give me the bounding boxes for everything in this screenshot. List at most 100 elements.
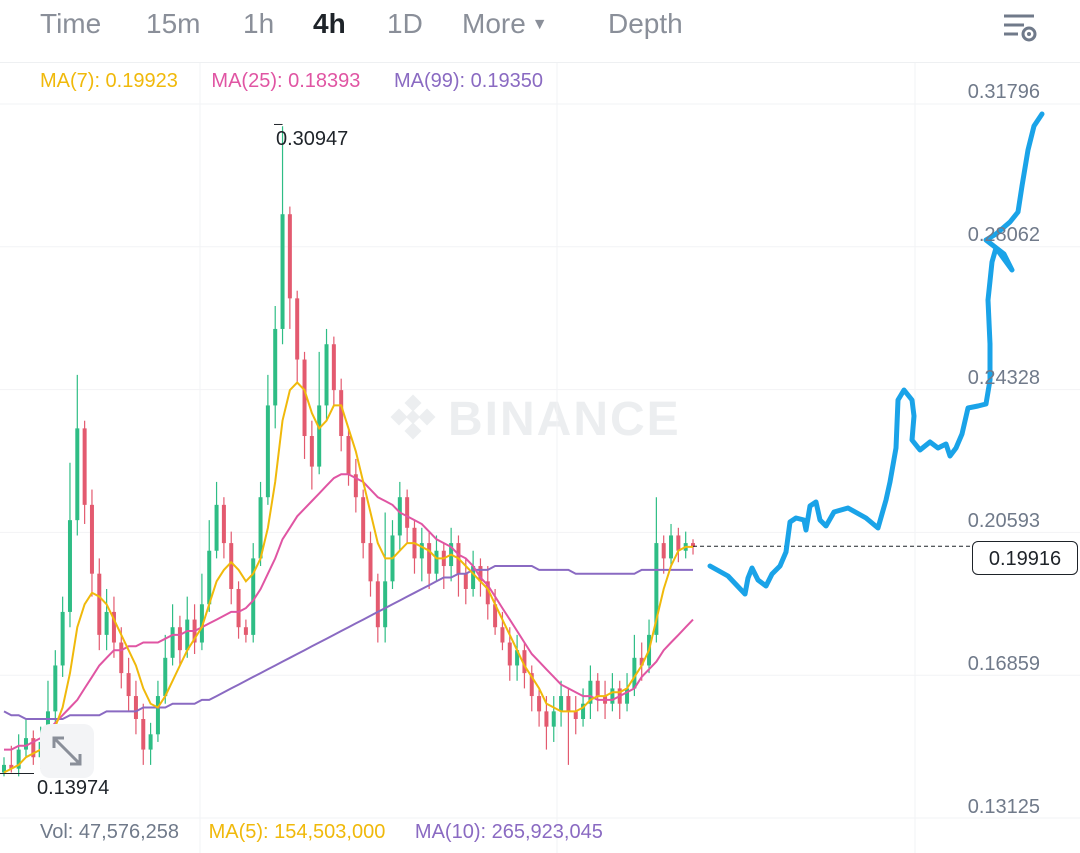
- candle-body: [104, 611, 109, 635]
- watermark: BINANCE: [448, 393, 681, 446]
- y-tick-label: 0.28062: [967, 224, 1040, 246]
- hand-drawn-prediction-line: [707, 111, 1045, 597]
- candle-body: [676, 535, 681, 551]
- candle-body: [148, 734, 153, 750]
- candle-body: [493, 604, 498, 628]
- candle-body: [75, 428, 80, 521]
- candle-body: [229, 543, 234, 589]
- candle-body: [258, 497, 263, 559]
- chart-settings-icon[interactable]: [1000, 10, 1040, 46]
- candle-body: [515, 650, 520, 666]
- candle-body: [368, 543, 373, 582]
- tab-1d[interactable]: 1D: [387, 8, 423, 39]
- candle-body: [485, 581, 490, 605]
- candle-body: [170, 627, 175, 658]
- caret-down-icon: ▼: [531, 16, 548, 33]
- expand-chart-button[interactable]: [40, 724, 94, 778]
- candle-body: [155, 696, 160, 735]
- y-tick-label: 0.16859: [967, 653, 1040, 675]
- candle-body: [177, 627, 182, 651]
- candle-body: [339, 390, 344, 437]
- candle-body: [141, 719, 146, 750]
- volume-ma10-label: MA(10): 265,923,045: [414, 821, 603, 843]
- candle-body: [16, 749, 21, 769]
- y-tick-label: 0.13125: [967, 796, 1040, 818]
- candle-body: [273, 328, 278, 406]
- candle-body: [82, 428, 87, 505]
- candle-body: [427, 543, 432, 574]
- candle-body: [522, 650, 527, 674]
- candle-body: [97, 573, 102, 635]
- candle-body: [221, 504, 226, 544]
- ma-legend: MA(7): 0.19923 MA(25): 0.18393 MA(99): 0…: [40, 70, 571, 93]
- candle-body: [119, 642, 124, 674]
- y-tick-label: 0.24328: [967, 367, 1040, 389]
- tab-time[interactable]: Time: [40, 8, 102, 39]
- candle-body: [324, 344, 329, 406]
- candle-body: [397, 497, 402, 536]
- volume-legend: Vol: 47,576,258 MA(5): 154,503,000 MA(10…: [40, 821, 627, 844]
- ma7-label: MA(7): 0.19923: [40, 70, 178, 92]
- candle-body: [669, 535, 674, 559]
- ma25-line: [4, 473, 694, 751]
- ma99-label: MA(99): 0.19350: [393, 70, 543, 92]
- candle-body: [243, 627, 248, 635]
- candle-body: [287, 214, 292, 299]
- candle-body: [111, 611, 116, 643]
- candle-body: [89, 504, 94, 574]
- candle-body: [463, 573, 468, 589]
- candle-body: [60, 611, 65, 666]
- candle-body: [67, 520, 72, 612]
- ma7-line: [3, 381, 693, 774]
- expand-arrows-icon: [52, 736, 82, 766]
- candle-body: [2, 764, 6, 773]
- candle-body: [478, 566, 483, 582]
- candle-body: [383, 581, 388, 628]
- high-price-label: 0.30947: [276, 128, 349, 150]
- candle-body: [309, 436, 314, 467]
- candle-body: [507, 642, 512, 666]
- candle-body: [537, 696, 542, 712]
- tab-15m[interactable]: 15m: [146, 8, 201, 39]
- candle-body: [654, 543, 659, 635]
- candle-body: [295, 298, 300, 360]
- candle-body: [588, 680, 593, 704]
- candle-body: [317, 405, 322, 467]
- candle-body: [265, 405, 270, 498]
- candle-body: [375, 581, 380, 628]
- candle-body: [9, 764, 14, 769]
- tab-depth[interactable]: Depth: [608, 8, 683, 39]
- y-tick-label: 0.20593: [967, 510, 1040, 532]
- candle-body: [23, 738, 28, 750]
- volume-ma5-label: MA(5): 154,503,000: [208, 821, 386, 843]
- candle-body: [551, 711, 556, 727]
- candle-body: [595, 680, 600, 697]
- candle-body: [163, 657, 168, 697]
- tab-more[interactable]: More ▼: [462, 8, 548, 40]
- candle-body: [346, 436, 351, 475]
- candle-body: [214, 504, 219, 551]
- candle-body: [566, 696, 571, 712]
- candle-body: [691, 543, 696, 547]
- candle-body: [207, 550, 212, 605]
- tab-4h[interactable]: 4h: [313, 8, 346, 39]
- candle-body: [280, 214, 285, 329]
- candle-body: [639, 657, 644, 666]
- candle-body: [610, 688, 615, 704]
- volume-label: Vol: 47,576,258: [40, 821, 180, 843]
- candle-body: [31, 738, 36, 758]
- candle-body: [573, 711, 578, 720]
- candle-body: [529, 673, 534, 697]
- candle-body: [500, 627, 505, 643]
- candle-body: [133, 696, 138, 720]
- tab-1h[interactable]: 1h: [243, 8, 275, 39]
- candle-body: [361, 497, 366, 544]
- candle-body: [544, 711, 549, 727]
- low-price-label: 0.13974: [37, 777, 110, 799]
- candle-body: [471, 566, 476, 589]
- candle-body: [353, 474, 358, 498]
- candle-body: [661, 543, 666, 559]
- candle-body: [199, 604, 204, 643]
- candle-body: [251, 558, 256, 635]
